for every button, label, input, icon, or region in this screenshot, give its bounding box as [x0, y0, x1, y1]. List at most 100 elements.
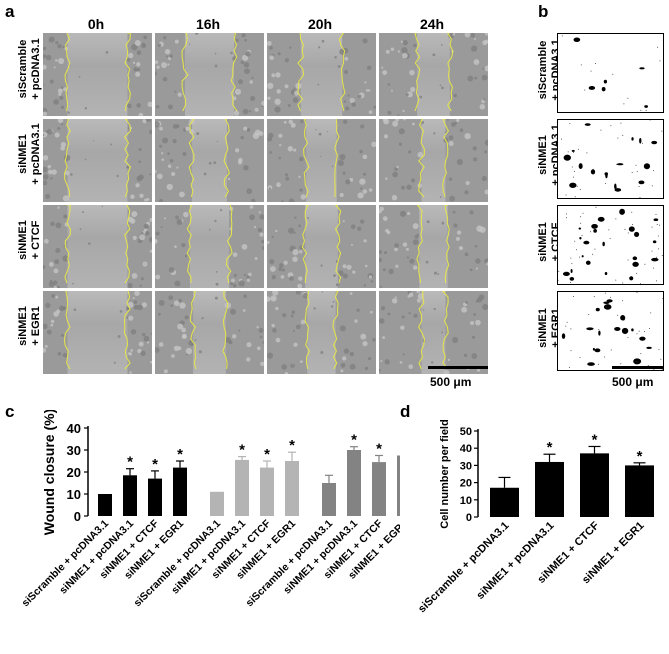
d-y-tick-label: 40	[460, 443, 472, 455]
cell-number-chart: 0 10 20 30 40 50 Cell number per fieldsiScramb…	[416, 419, 654, 616]
micrograph-drawing	[43, 291, 152, 374]
micrograph-drawing	[379, 205, 488, 288]
d-y-tick-label: 30	[460, 460, 472, 472]
micrograph-drawing	[155, 119, 264, 202]
panel-letter-d: d	[400, 402, 411, 421]
micrograph-drawing	[267, 119, 376, 202]
c-sig-marker: *	[152, 456, 158, 473]
scale-bar-b	[612, 366, 664, 369]
micrograph-cell	[43, 205, 152, 288]
micrograph-cell	[379, 119, 488, 202]
micrograph-drawing	[379, 291, 488, 374]
row-label-sinme1-pcdna: siNME1 + pcDNA3.1	[17, 123, 42, 185]
c-y-tick-label: 0	[74, 509, 81, 524]
transwell-drawing	[561, 35, 661, 111]
panel-letter-c: c	[5, 402, 15, 421]
c-sig-marker: *	[239, 442, 245, 459]
c-bar	[173, 467, 187, 516]
d-category-label: siScramble + pcDNA3.1	[416, 520, 512, 616]
d-bar	[580, 453, 609, 517]
micrograph-cell	[379, 205, 488, 288]
d-y-tick-label: 0	[466, 512, 472, 524]
micrograph-drawing	[379, 119, 488, 202]
scale-label-b: 500 μm	[612, 375, 654, 389]
transwell-cell	[557, 119, 664, 199]
c-bar	[347, 450, 361, 516]
micrograph-drawing	[267, 205, 376, 288]
c-bar	[372, 462, 386, 516]
micrograph-cell	[267, 33, 376, 116]
d-sig-marker: *	[592, 431, 598, 448]
c-sig-marker: *	[376, 441, 382, 458]
c-y-tick-label: 20	[67, 465, 81, 480]
c-y-tick-label: 10	[67, 487, 81, 502]
micrograph-cell	[267, 205, 376, 288]
transwell-drawing	[558, 206, 663, 284]
c-bar	[285, 461, 299, 516]
micrograph-cell	[267, 119, 376, 202]
c-bar	[235, 459, 249, 516]
c-y-tick-label: 30	[67, 443, 81, 458]
column-header-20h: 20h	[307, 16, 333, 32]
micrograph-drawing	[43, 205, 152, 288]
micrograph-drawing	[155, 291, 264, 374]
micrograph-drawing	[43, 33, 152, 116]
row-label-sinme1-ctcf: siNME1 + CTCF	[17, 220, 42, 260]
c-bar	[397, 455, 400, 516]
d-bar	[535, 461, 564, 517]
row-label-siscramble-pcdna: siScramble + pcDNA3.1	[17, 38, 42, 100]
c-sig-marker: *	[264, 446, 270, 463]
d-category-label: siNME1 + pcDNA3.1	[474, 520, 556, 602]
d-bar	[490, 487, 519, 517]
d-y-tick-label: 10	[460, 495, 472, 507]
c-sig-marker: *	[289, 437, 295, 454]
micrograph-drawing	[155, 205, 264, 288]
c-bar	[322, 483, 336, 516]
micrograph-drawing	[43, 119, 152, 202]
micrograph-cell	[379, 291, 488, 374]
transwell-drawing	[561, 292, 663, 370]
micrograph-cell	[43, 33, 152, 116]
scale-label-a: 500 μm	[430, 375, 472, 389]
transwell-cell	[557, 33, 664, 113]
micrograph-drawing	[267, 291, 376, 374]
d-sig-marker: *	[637, 448, 643, 465]
c-y-tick-label: 40	[67, 421, 81, 436]
c-bar	[210, 491, 224, 516]
micrograph-cell	[155, 205, 264, 288]
micrograph-cell	[155, 291, 264, 374]
d-bar	[625, 465, 654, 517]
c-y-axis-label: Wound closure (%)	[41, 410, 57, 535]
d-y-tick-label: 50	[460, 426, 472, 438]
scale-bar-a	[428, 366, 488, 369]
d-y-tick-label: 20	[460, 478, 472, 490]
column-header-24h: 24h	[419, 16, 445, 32]
transwell-cell	[557, 205, 664, 285]
micrograph-drawing	[379, 33, 488, 116]
micrograph-cell	[267, 291, 376, 374]
column-header-16h: 16h	[195, 16, 221, 32]
micrograph-cell	[155, 119, 264, 202]
panel-letter-a: a	[5, 2, 15, 21]
c-sig-marker: *	[351, 432, 357, 449]
c-bar	[123, 475, 137, 516]
micrograph-cell	[379, 33, 488, 116]
micrograph-cell	[155, 33, 264, 116]
micrograph-cell	[43, 291, 152, 374]
c-bar	[98, 494, 112, 516]
column-header-0h: 0h	[87, 16, 105, 32]
d-sig-marker: *	[547, 439, 553, 456]
c-sig-marker: *	[127, 454, 133, 471]
micrograph-cell	[43, 119, 152, 202]
transwell-drawing	[561, 120, 663, 198]
micrograph-drawing	[155, 33, 264, 116]
c-bar	[260, 467, 274, 516]
d-y-axis-label: Cell number per field	[439, 419, 451, 528]
micrograph-drawing	[267, 33, 376, 116]
c-sig-marker: *	[177, 446, 183, 463]
transwell-cell	[557, 291, 664, 371]
panel-letter-b: b	[538, 2, 549, 21]
row-label-sinme1-egr1: siNME1 + EGR1	[17, 306, 42, 346]
c-bar	[148, 478, 162, 516]
